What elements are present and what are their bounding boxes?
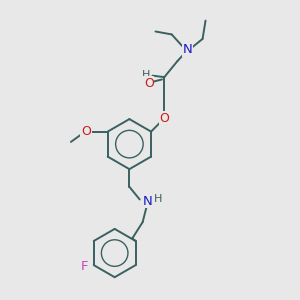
Text: O: O — [81, 124, 91, 137]
Text: H: H — [142, 70, 150, 80]
Text: O: O — [159, 112, 169, 125]
Text: N: N — [183, 43, 192, 56]
Text: O: O — [144, 77, 154, 90]
Text: N: N — [143, 195, 153, 208]
Text: F: F — [81, 260, 88, 273]
Text: H: H — [154, 194, 162, 205]
